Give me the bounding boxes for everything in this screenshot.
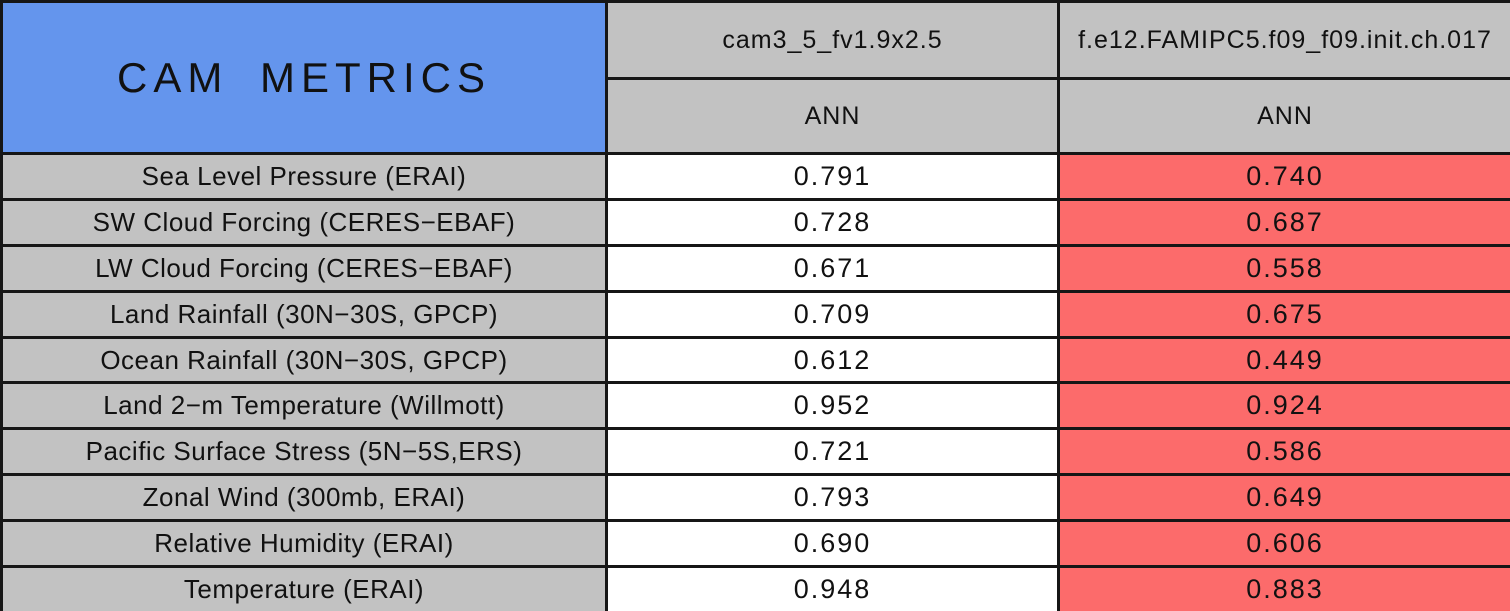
table-row: Zonal Wind (300mb, ERAI) 0.793 0.649: [0, 473, 1510, 523]
control-model-name: cam3_5_fv1.9x2.5: [605, 0, 1060, 80]
test-value: 0.883: [1057, 565, 1510, 611]
table-row: Pacific Surface Stress (5N−5S,ERS) 0.721…: [0, 427, 1510, 477]
control-value: 0.791: [605, 152, 1060, 201]
metric-label: Ocean Rainfall (30N−30S, GPCP): [0, 335, 608, 385]
metric-label: SW Cloud Forcing (CERES−EBAF): [0, 197, 608, 247]
control-value: 0.948: [605, 565, 1060, 611]
table-row: Sea Level Pressure (ERAI) 0.791 0.740: [0, 152, 1510, 201]
metric-label: Sea Level Pressure (ERAI): [0, 152, 608, 201]
control-value: 0.612: [605, 335, 1060, 385]
table-row: Land 2−m Temperature (Willmott) 0.952 0.…: [0, 381, 1510, 431]
control-value: 0.709: [605, 289, 1060, 339]
test-value: 0.649: [1057, 473, 1510, 523]
test-value: 0.924: [1057, 381, 1510, 431]
control-value: 0.721: [605, 427, 1060, 477]
metric-label: Zonal Wind (300mb, ERAI): [0, 473, 608, 523]
table-row: LW Cloud Forcing (CERES−EBAF) 0.671 0.55…: [0, 243, 1510, 293]
header-row-seasons: ANN ANN: [2, 77, 1510, 155]
table-row: Temperature (ERAI) 0.948 0.883: [0, 565, 1510, 611]
test-value: 0.558: [1057, 243, 1510, 293]
metric-label: Pacific Surface Stress (5N−5S,ERS): [0, 427, 608, 477]
table-title: CAM METRICS: [0, 0, 608, 155]
test-value: 0.687: [1057, 197, 1510, 247]
test-value: 0.675: [1057, 289, 1510, 339]
table-row: Relative Humidity (ERAI) 0.690 0.606: [0, 519, 1510, 569]
test-season: ANN: [1057, 77, 1510, 155]
control-value: 0.952: [605, 381, 1060, 431]
metric-label: Land Rainfall (30N−30S, GPCP): [0, 289, 608, 339]
test-value: 0.449: [1057, 335, 1510, 385]
control-value: 0.793: [605, 473, 1060, 523]
control-value: 0.690: [605, 519, 1060, 569]
test-value: 0.586: [1057, 427, 1510, 477]
metric-label: Relative Humidity (ERAI): [0, 519, 608, 569]
control-season: ANN: [605, 77, 1060, 155]
control-value: 0.671: [605, 243, 1060, 293]
control-value: 0.728: [605, 197, 1060, 247]
table-row: Land Rainfall (30N−30S, GPCP) 0.709 0.67…: [0, 289, 1510, 339]
test-model-name: f.e12.FAMIPC5.f09_f09.init.ch.017: [1057, 0, 1510, 80]
table-row: SW Cloud Forcing (CERES−EBAF) 0.728 0.68…: [0, 197, 1510, 247]
metric-label: Land 2−m Temperature (Willmott): [0, 381, 608, 431]
metric-label: Temperature (ERAI): [0, 565, 608, 611]
table-row: Ocean Rainfall (30N−30S, GPCP) 0.612 0.4…: [0, 335, 1510, 385]
test-value: 0.740: [1057, 152, 1510, 201]
header-row-models: CAM METRICS cam3_5_fv1.9x2.5 f.e12.FAMIP…: [0, 0, 1510, 155]
metric-label: LW Cloud Forcing (CERES−EBAF): [0, 243, 608, 293]
test-value: 0.606: [1057, 519, 1510, 569]
